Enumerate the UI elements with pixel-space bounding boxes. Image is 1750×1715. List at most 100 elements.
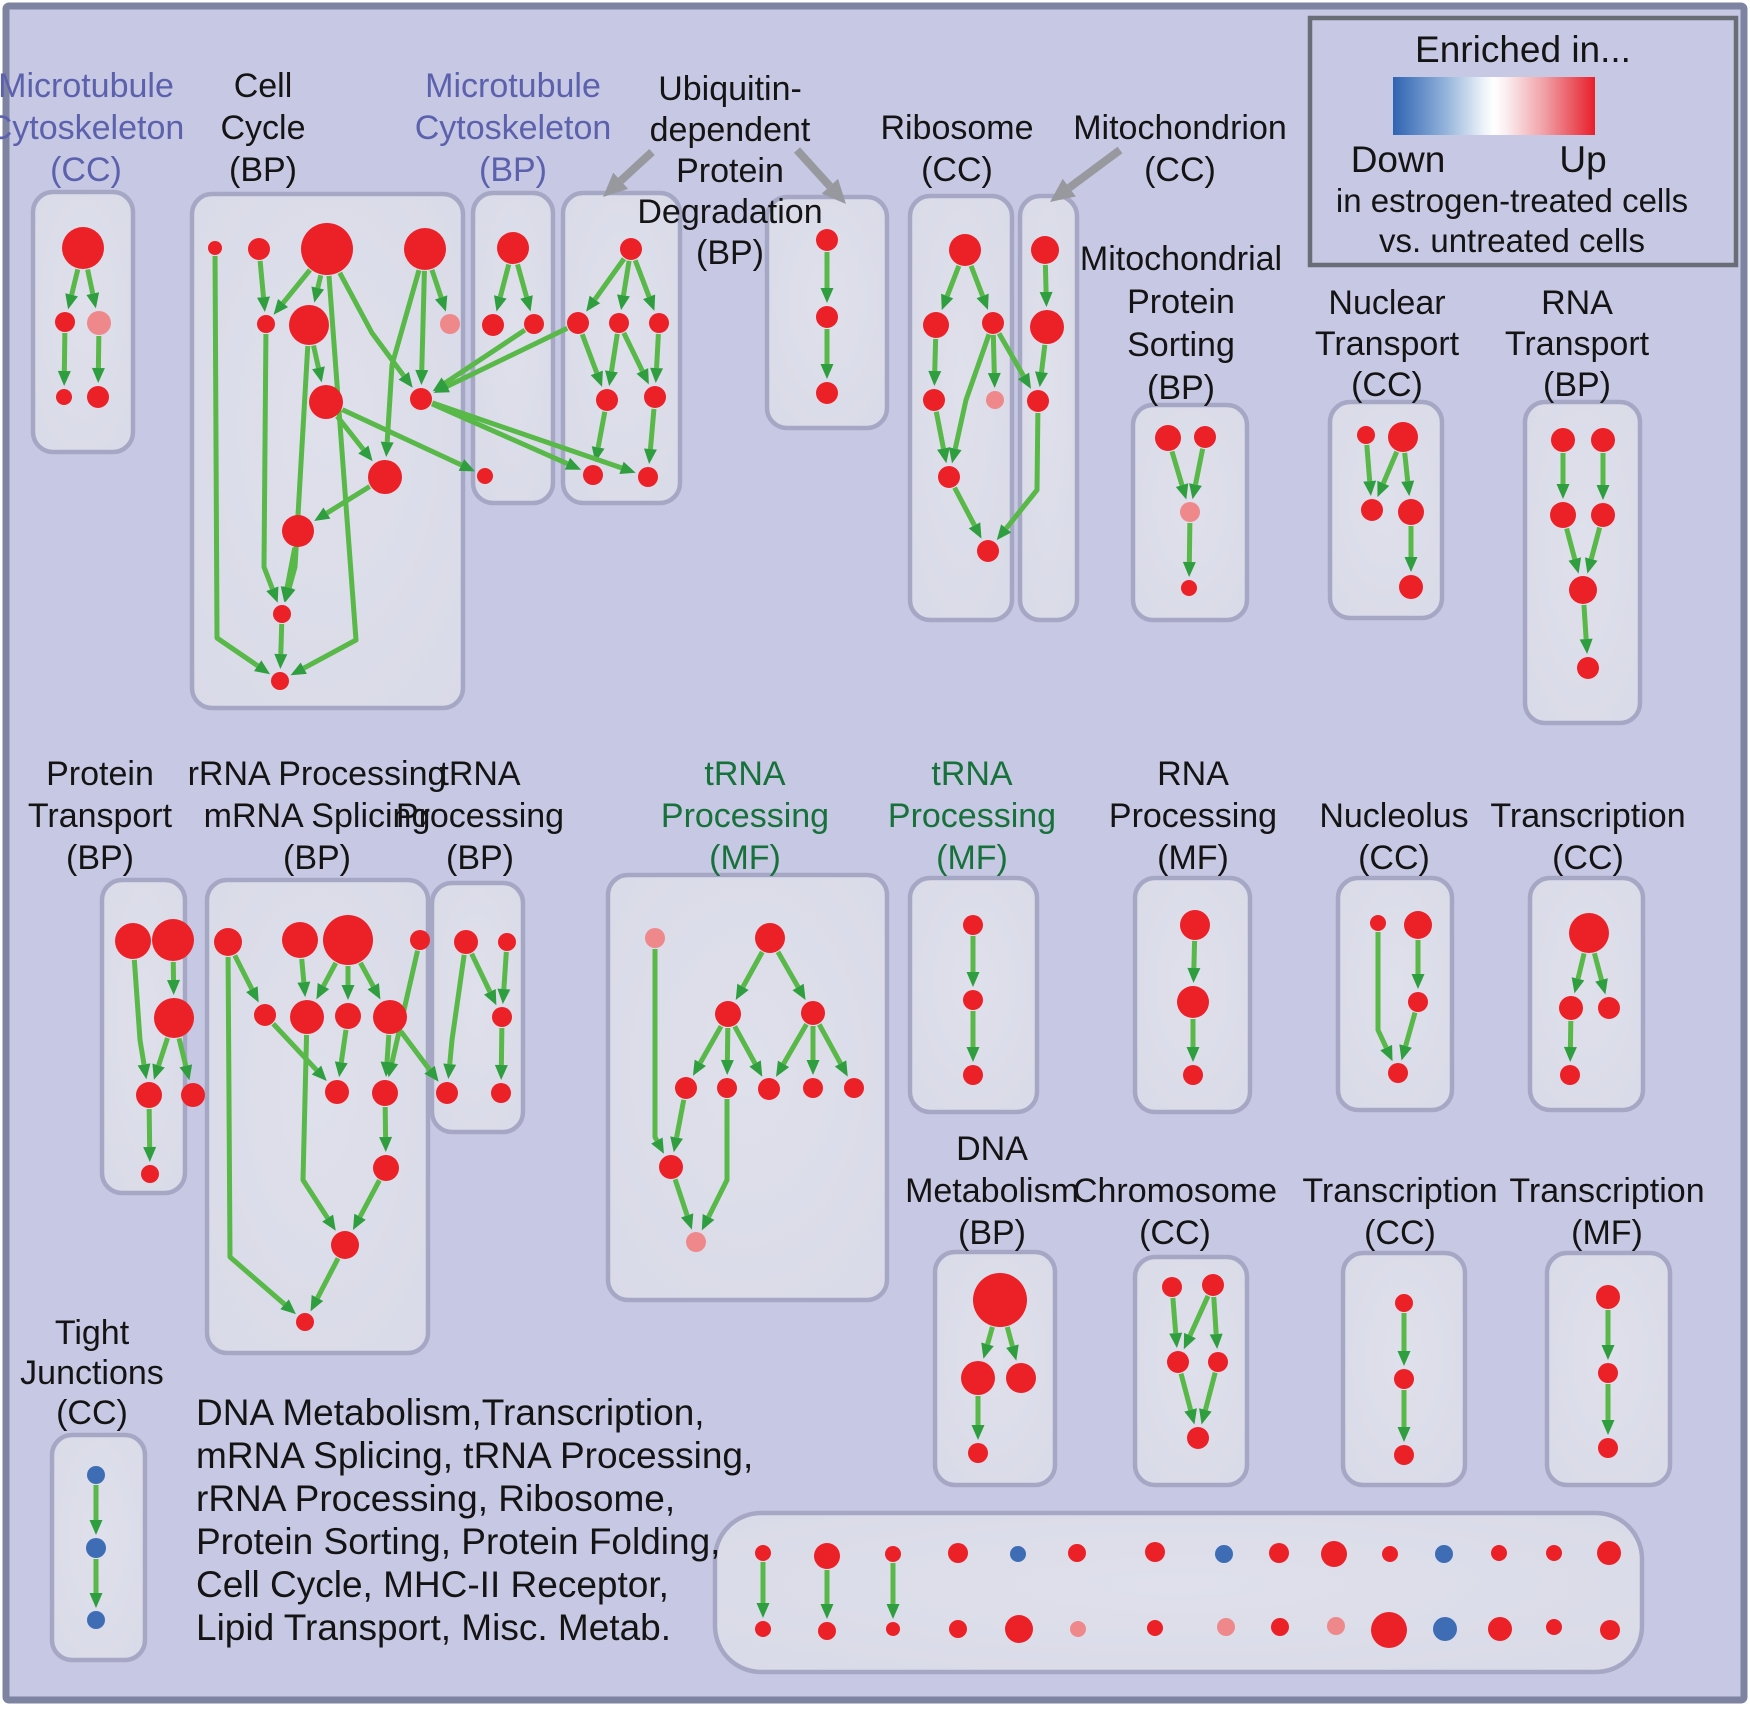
cluster-label-rna-transport: (BP) — [1543, 366, 1611, 404]
gene-node-ubr — [816, 229, 838, 251]
edge-line — [446, 325, 569, 389]
edge-line — [1193, 448, 1206, 486]
edge-arrowhead — [1169, 1332, 1183, 1349]
edge-line — [431, 400, 623, 471]
edge-arrowhead — [1601, 1420, 1615, 1435]
gene-node-wide — [1147, 1620, 1163, 1636]
edge-line — [315, 274, 324, 289]
gene-node-rnt — [1569, 576, 1597, 604]
cluster-label-dna-metabolism: (BP) — [958, 1214, 1026, 1252]
gene-node-wide — [818, 1622, 836, 1640]
edge-line — [996, 332, 1026, 378]
cluster-label-ubiquitin: dependent — [650, 111, 811, 149]
edge-line — [1564, 527, 1578, 560]
edge-line — [817, 1023, 843, 1065]
edge-line — [1039, 344, 1048, 373]
gene-node-wide — [949, 1620, 967, 1638]
edge-arrowhead — [380, 441, 394, 458]
edge-line — [1004, 1326, 1015, 1347]
gene-node-rnt — [1577, 657, 1599, 679]
gene-node-nuc — [1398, 499, 1424, 525]
edge-arrowhead — [1184, 1408, 1197, 1425]
cluster-label-rrna-processing: (BP) — [283, 839, 351, 877]
edge-line — [781, 1022, 809, 1066]
edge-arrowhead — [720, 1059, 734, 1076]
label-pointer-arrow — [617, 149, 655, 184]
gene-node-nucl — [1370, 915, 1386, 931]
edge-line — [595, 411, 608, 448]
edge-line — [325, 484, 372, 516]
gene-node-tmfb — [801, 1001, 825, 1025]
edge-arrowhead — [86, 292, 100, 309]
gene-node-mtb — [497, 232, 529, 264]
gene-node-wide — [1433, 1617, 1457, 1641]
legend-subtitle-2: vs. untreated cells — [1379, 222, 1645, 259]
go-term-box-rnt — [1522, 399, 1643, 726]
cluster-label-trna-mf-1: tRNA — [704, 755, 786, 793]
gene-node-rrna — [323, 915, 373, 965]
edge-arrowhead — [756, 1603, 770, 1618]
edge-arrowhead — [701, 1214, 715, 1231]
edge-arrowhead — [380, 1061, 394, 1078]
edge-arrowhead — [564, 457, 582, 470]
edge-arrowhead — [57, 370, 71, 387]
cluster-label-dna-metabolism: Metabolism — [905, 1172, 1079, 1210]
edge-arrowhead — [334, 1061, 348, 1078]
cluster-label-ribosome: (CC) — [921, 151, 993, 189]
edge-arrowhead — [1186, 1047, 1200, 1062]
edge-arrowhead — [415, 369, 429, 386]
edge-line — [1403, 1011, 1418, 1047]
cluster-label-rrna-processing: mRNA Splicing — [204, 797, 431, 835]
edge-arrowhead — [749, 1060, 763, 1077]
cluster-label-ubiquitin: (BP) — [696, 234, 764, 272]
gene-node-rrna — [331, 1231, 359, 1259]
edge-arrowhead — [680, 1213, 694, 1230]
edge-arrowhead — [996, 524, 1012, 541]
edge-arrowhead — [274, 653, 288, 670]
gene-node-nuc — [1388, 422, 1418, 452]
edge-arrowhead — [494, 1064, 508, 1081]
gene-node-rrna — [325, 1080, 349, 1104]
gene-node-mtb — [477, 468, 493, 484]
edge-arrowhead — [650, 367, 664, 384]
edge-arrowhead — [643, 294, 656, 311]
gene-node-rrna — [282, 922, 318, 958]
edge-line — [257, 260, 266, 298]
edge-arrowhead — [1556, 484, 1570, 499]
edge-line — [740, 950, 765, 989]
cluster-label-mt-bp: Microtubule — [425, 67, 601, 105]
gene-node-rrna — [290, 1000, 324, 1034]
edge-line — [311, 344, 321, 369]
edge-line — [389, 950, 420, 1064]
edge-arrowhead — [1399, 1044, 1412, 1061]
gene-node-wide — [1546, 1545, 1562, 1561]
gene-node-tbp — [498, 933, 516, 951]
gene-node-tmfb — [755, 923, 785, 953]
gene-node-rpmf — [1180, 910, 1210, 940]
gene-node-wide — [1382, 1546, 1398, 1562]
edge-line — [592, 257, 627, 301]
gene-node-ubl — [609, 313, 629, 333]
gene-node-rrna — [410, 930, 430, 950]
gene-node-wide — [1070, 1621, 1086, 1637]
edge-arrowhead — [1401, 480, 1415, 497]
gene-node-pt — [181, 1083, 205, 1107]
cluster-label-ubiquitin: Degradation — [637, 193, 822, 231]
gene-node-tmfb — [686, 1232, 706, 1252]
gene-node-wide — [1269, 1543, 1289, 1563]
edge-arrowhead — [981, 1342, 994, 1359]
edge-arrowhead — [651, 1137, 664, 1154]
edge-arrowhead — [91, 367, 105, 384]
edge-line — [299, 958, 307, 983]
go-term-box-chr — [1132, 1254, 1250, 1488]
edge-arrowhead — [605, 370, 618, 387]
edge-line — [232, 954, 255, 991]
edge-line — [176, 1037, 189, 1067]
gene-node-wide — [1005, 1615, 1033, 1643]
edge-arrowhead — [352, 1213, 366, 1230]
gene-node-tmfs — [963, 1065, 983, 1085]
edge-arrowhead — [1571, 977, 1585, 994]
gene-node-dna — [961, 1361, 995, 1395]
gene-node-cc — [208, 241, 222, 255]
